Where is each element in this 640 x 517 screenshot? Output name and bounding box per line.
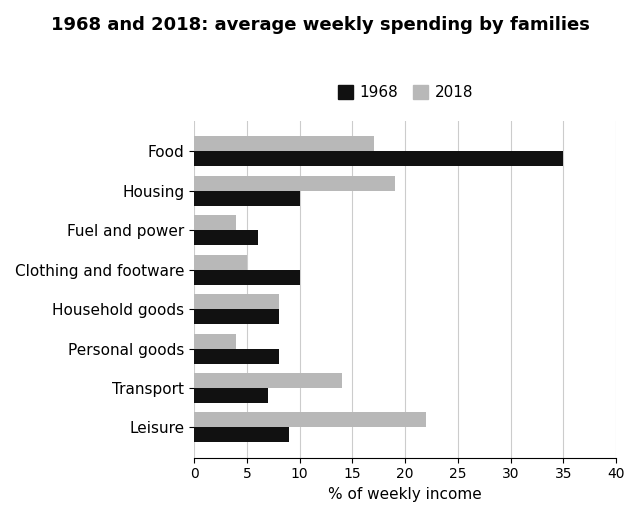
Bar [194, 373, 342, 388]
Bar [194, 255, 247, 270]
Bar [194, 176, 395, 191]
Bar [194, 348, 278, 363]
Bar [194, 270, 300, 285]
Bar [194, 309, 278, 324]
X-axis label: % of weekly income: % of weekly income [328, 487, 482, 502]
Bar [194, 191, 300, 206]
Bar [194, 136, 374, 151]
Text: 1968 and 2018: average weekly spending by families: 1968 and 2018: average weekly spending b… [51, 16, 589, 34]
Bar [194, 230, 257, 245]
Bar [194, 215, 236, 230]
Bar [194, 428, 289, 443]
Bar [194, 151, 563, 166]
Bar [194, 333, 236, 348]
Bar [194, 294, 278, 309]
Bar [194, 413, 426, 428]
Bar [194, 388, 268, 403]
Legend: 1968, 2018: 1968, 2018 [337, 85, 473, 100]
